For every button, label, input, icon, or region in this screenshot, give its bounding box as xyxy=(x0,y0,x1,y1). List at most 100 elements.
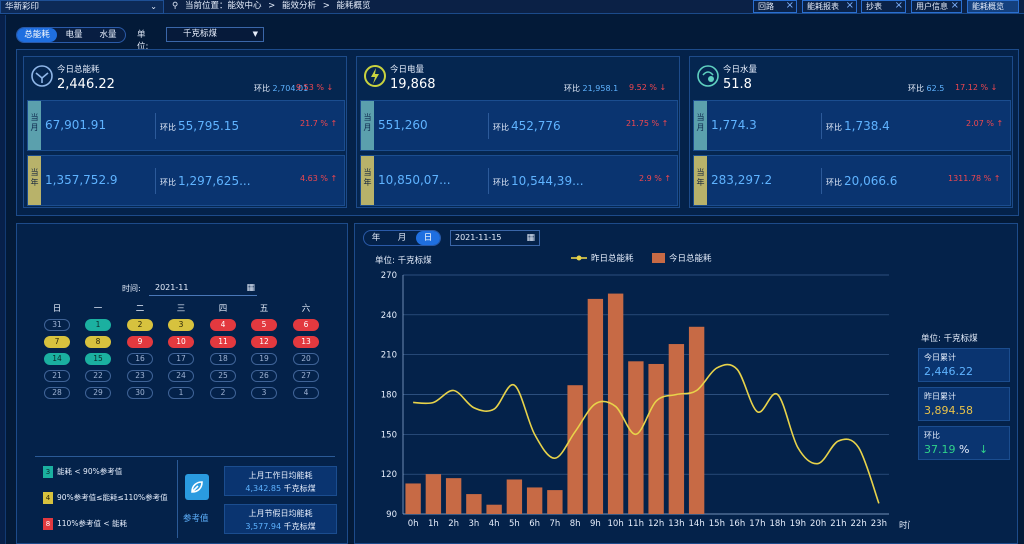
calendar-icon[interactable]: ▦ xyxy=(246,283,255,293)
chart-bar xyxy=(567,385,583,514)
unit-select[interactable]: 千克标煤 ▼ xyxy=(166,27,264,42)
kpi-compare: 环比 21,958.1 xyxy=(564,84,619,93)
calendar-day[interactable]: 2 xyxy=(210,387,236,399)
tab-water[interactable]: 水量 xyxy=(99,30,117,40)
calendar-month-input[interactable]: 2021-11 ▦ xyxy=(149,280,257,296)
calendar-day[interactable]: 9 xyxy=(127,336,153,348)
arrow-up-icon: ↑ xyxy=(661,119,669,128)
arrow-up-icon: ↑ xyxy=(664,174,672,183)
holiday-avg-value: 3,577.94 千克标煤 xyxy=(245,522,316,531)
unit-select-value: 千克标煤 xyxy=(183,29,218,39)
chart-bar xyxy=(648,363,664,514)
side-collapse-strip[interactable] xyxy=(0,15,6,544)
calendar-day[interactable]: 5 xyxy=(251,319,277,331)
kpi-card-water: 今日水量 51.8 环比 62.5 17.12 % ↓ 当月 1,774.3 环… xyxy=(689,56,1013,208)
y-tick-label: 90 xyxy=(386,510,397,520)
legend-item-high: 8 110%参考值 < 能耗 xyxy=(43,518,127,530)
month-compare-pct: 21.75 % ↑ xyxy=(626,119,669,128)
calendar-day[interactable]: 19 xyxy=(251,353,277,365)
calendar-day[interactable]: 28 xyxy=(44,387,70,399)
calendar-day[interactable]: 8 xyxy=(85,336,111,348)
tab-huilu[interactable]: 回路 × xyxy=(753,0,797,13)
year-compare-pct: 4.63 % ↑ xyxy=(300,174,338,183)
calendar-day[interactable]: 15 xyxy=(85,353,111,365)
arrow-down-icon: ↓ xyxy=(326,83,334,92)
arrow-up-icon: ↑ xyxy=(996,119,1004,128)
breadcrumb-location: 当前位置：能效中心 xyxy=(184,1,262,11)
calendar-day[interactable]: 16 xyxy=(127,353,153,365)
tab-day[interactable]: 日 xyxy=(416,231,440,245)
close-icon[interactable]: × xyxy=(845,0,854,11)
holiday-avg-label: 上月节假日均能耗 xyxy=(248,509,313,518)
tab-total-energy[interactable]: 总能耗 xyxy=(17,28,57,42)
calendar-day[interactable]: 13 xyxy=(293,336,319,348)
calendar-day[interactable]: 31 xyxy=(44,319,70,331)
close-icon[interactable]: × xyxy=(950,0,959,11)
calendar-day[interactable]: 26 xyxy=(251,370,277,382)
calendar-day[interactable]: 25 xyxy=(210,370,236,382)
chart-date-input[interactable]: 2021-11-15 ▦ xyxy=(450,230,540,246)
energy-type-switch: 总能耗 电量 水量 xyxy=(16,27,126,43)
calendar-day[interactable]: 18 xyxy=(210,353,236,365)
x-tick-label: 21h xyxy=(830,519,846,529)
tab-electricity[interactable]: 电量 xyxy=(65,30,83,40)
tab-energy-report[interactable]: 能耗报表 × xyxy=(802,0,857,13)
calendar-day[interactable]: 27 xyxy=(293,370,319,382)
calendar-day[interactable]: 3 xyxy=(168,319,194,331)
calendar-day[interactable]: 2 xyxy=(127,319,153,331)
kpi-month-row: 当月 551,260 环比 452,776 21.75 % ↑ xyxy=(360,100,678,151)
y-tick-label: 180 xyxy=(381,391,397,401)
tab-label: 用户信息 xyxy=(916,2,948,11)
breadcrumb-separator: > xyxy=(268,1,276,11)
tab-month[interactable]: 月 xyxy=(397,233,407,243)
calendar-day[interactable]: 23 xyxy=(127,370,153,382)
breadcrumb-item[interactable]: 能效分析 xyxy=(281,1,316,11)
leaf-icon xyxy=(191,481,203,493)
calendar-day[interactable]: 7 xyxy=(44,336,70,348)
reference-value-button[interactable] xyxy=(185,474,209,500)
calendar-day[interactable]: 12 xyxy=(251,336,277,348)
chart-bar xyxy=(405,483,421,514)
calendar-day[interactable]: 14 xyxy=(44,353,70,365)
chevron-down-icon: ▼ xyxy=(252,30,258,38)
close-icon[interactable]: × xyxy=(785,0,794,11)
chart-bar xyxy=(547,490,563,514)
period-switch: 年 月 日 xyxy=(363,230,441,246)
calendar-day[interactable]: 20 xyxy=(293,353,319,365)
calendar-day[interactable]: 4 xyxy=(293,387,319,399)
calendar-day[interactable]: 4 xyxy=(210,319,236,331)
month-compare-pct: 21.7 % ↑ xyxy=(300,119,338,128)
calendar-day[interactable]: 30 xyxy=(127,387,153,399)
year-value: 283,297.2 xyxy=(711,173,773,187)
calendar-day[interactable]: 3 xyxy=(251,387,277,399)
calendar-day[interactable]: 21 xyxy=(44,370,70,382)
calendar-day[interactable]: 24 xyxy=(168,370,194,382)
calendar-day[interactable]: 22 xyxy=(85,370,111,382)
weekday-header: 二 xyxy=(135,304,145,314)
calendar-icon[interactable]: ▦ xyxy=(526,233,535,243)
calendar-day[interactable]: 1 xyxy=(168,387,194,399)
calendar-panel: 时间: 2021-11 ▦ 日一二三四五六 31 1 2 3 4 5 6 7 8 9 10 11 12 13… xyxy=(16,223,348,544)
month-tag: 当月 xyxy=(361,101,374,150)
calendar-day[interactable]: 17 xyxy=(168,353,194,365)
tab-year[interactable]: 年 xyxy=(371,233,381,243)
energy-gauge-icon xyxy=(31,65,53,87)
calendar-day[interactable]: 29 xyxy=(85,387,111,399)
kpi-value: 19,868 xyxy=(390,77,436,92)
year-compare: 环比 20,066.6 xyxy=(826,174,898,188)
legend-item-low: 3 能耗 < 90%参考值 xyxy=(43,466,122,478)
tab-user-info[interactable]: 用户信息 × xyxy=(911,0,962,13)
calendar-day[interactable]: 10 xyxy=(168,336,194,348)
calendar-day[interactable]: 6 xyxy=(293,319,319,331)
calendar-day[interactable]: 11 xyxy=(210,336,236,348)
tab-meter-reading[interactable]: 抄表 × xyxy=(861,0,906,13)
close-icon[interactable]: × xyxy=(894,0,903,11)
company-select[interactable]: 华新彩印 ⌄ xyxy=(0,0,164,14)
kpi-card-electricity: 今日电量 19,868 环比 21,958.1 9.52 % ↓ 当月 551,… xyxy=(356,56,680,208)
calendar-day[interactable]: 1 xyxy=(85,319,111,331)
x-tick-label: 10h xyxy=(608,519,624,529)
arrow-down-icon: ↓ xyxy=(978,443,989,456)
tab-energy-overview[interactable]: 能耗概览 xyxy=(967,0,1019,13)
calendar-legend: 3 能耗 < 90%参考值 4 90%参考值≤能耗≤110%参考值 8 110%参考值… xyxy=(37,458,177,538)
month-compare: 环比 452,776 xyxy=(493,119,561,133)
